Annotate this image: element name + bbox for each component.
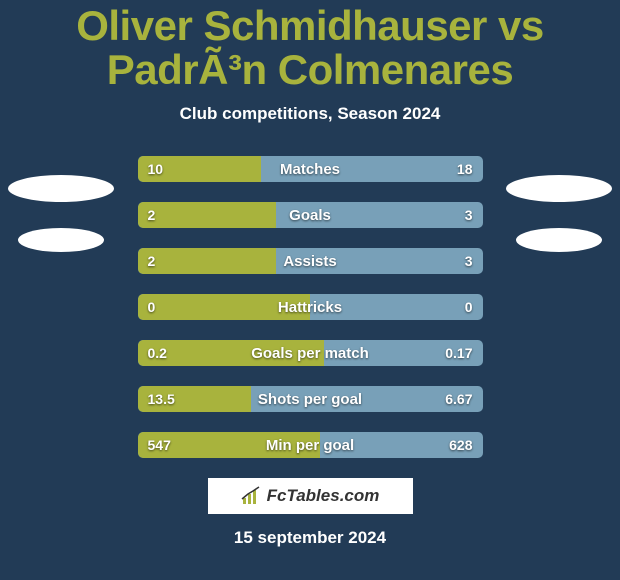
- date-label: 15 september 2024: [0, 528, 620, 548]
- stat-label: Hattricks: [138, 294, 483, 320]
- stat-row: 2Assists3: [138, 248, 483, 274]
- stat-label: Shots per goal: [138, 386, 483, 412]
- stat-value-right: 6.67: [445, 386, 472, 412]
- stat-value-right: 18: [457, 156, 473, 182]
- stat-value-right: 628: [449, 432, 472, 458]
- stat-label: Assists: [138, 248, 483, 274]
- player-right-ellipse-1: [506, 175, 612, 202]
- stats-area: 10Matches18 2Goals3 2Assists3 0Hattricks0 0.…: [138, 156, 483, 458]
- player-left-ellipse-2: [18, 228, 104, 252]
- bar-chart-icon: [241, 486, 263, 506]
- page-title: Oliver Schmidhauser vs PadrÃ³n Colmenare…: [0, 4, 620, 92]
- stat-value-right: 3: [465, 202, 473, 228]
- stat-row: 13.5Shots per goal6.67: [138, 386, 483, 412]
- player-left-ellipse-1: [8, 175, 114, 202]
- stat-row: 547Min per goal628: [138, 432, 483, 458]
- stat-label: Matches: [138, 156, 483, 182]
- stat-row: 2Goals3: [138, 202, 483, 228]
- stat-value-right: 0.17: [445, 340, 472, 366]
- player-right-ellipse-2: [516, 228, 602, 252]
- stat-value-right: 0: [465, 294, 473, 320]
- stat-row: 0.2Goals per match0.17: [138, 340, 483, 366]
- site-logo: FcTables.com: [208, 478, 413, 514]
- stat-label: Goals per match: [138, 340, 483, 366]
- comparison-infographic: Oliver Schmidhauser vs PadrÃ³n Colmenare…: [0, 0, 620, 580]
- subtitle: Club competitions, Season 2024: [0, 104, 620, 124]
- stat-row: 0Hattricks0: [138, 294, 483, 320]
- stat-label: Min per goal: [138, 432, 483, 458]
- logo-text: FcTables.com: [267, 486, 380, 506]
- stat-value-right: 3: [465, 248, 473, 274]
- stat-row: 10Matches18: [138, 156, 483, 182]
- stat-label: Goals: [138, 202, 483, 228]
